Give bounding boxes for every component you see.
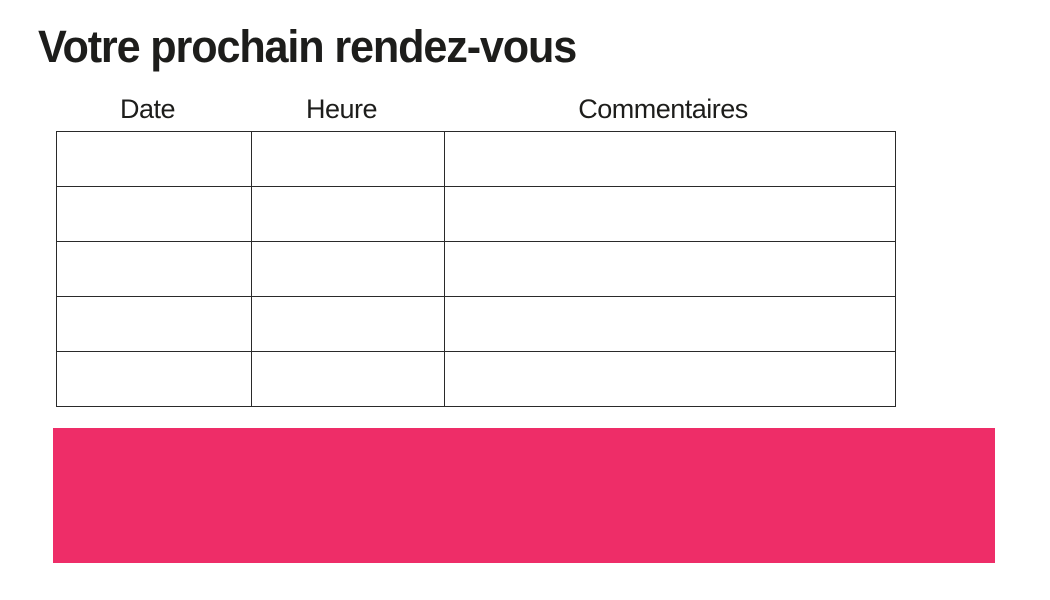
- commentaires-cell: [444, 131, 896, 187]
- table-row: [56, 296, 896, 352]
- heure-cell: [251, 186, 445, 242]
- table-row: [56, 241, 896, 297]
- date-cell: [56, 351, 252, 407]
- column-header-heure: Heure: [305, 94, 378, 124]
- table-row: [56, 131, 896, 187]
- date-cell: [56, 241, 252, 297]
- commentaires-cell: [444, 296, 896, 352]
- column-header-commentaires: Commentaires: [578, 94, 748, 124]
- column-header-date: Date: [119, 94, 176, 124]
- table-row: [56, 351, 896, 407]
- heure-cell: [251, 241, 445, 297]
- heure-cell: [251, 131, 445, 187]
- date-cell: [56, 296, 252, 352]
- date-cell: [56, 131, 252, 187]
- pink-banner: [53, 428, 995, 563]
- commentaires-cell: [444, 351, 896, 407]
- heure-cell: [251, 351, 445, 407]
- appointments-table: [56, 131, 896, 407]
- date-cell: [56, 186, 252, 242]
- commentaires-cell: [444, 186, 896, 242]
- table-row: [56, 186, 896, 242]
- page-title: Votre prochain rendez-vous: [38, 21, 577, 72]
- heure-cell: [251, 296, 445, 352]
- commentaires-cell: [444, 241, 896, 297]
- table-column-headers: Date Heure Commentaires: [57, 94, 895, 125]
